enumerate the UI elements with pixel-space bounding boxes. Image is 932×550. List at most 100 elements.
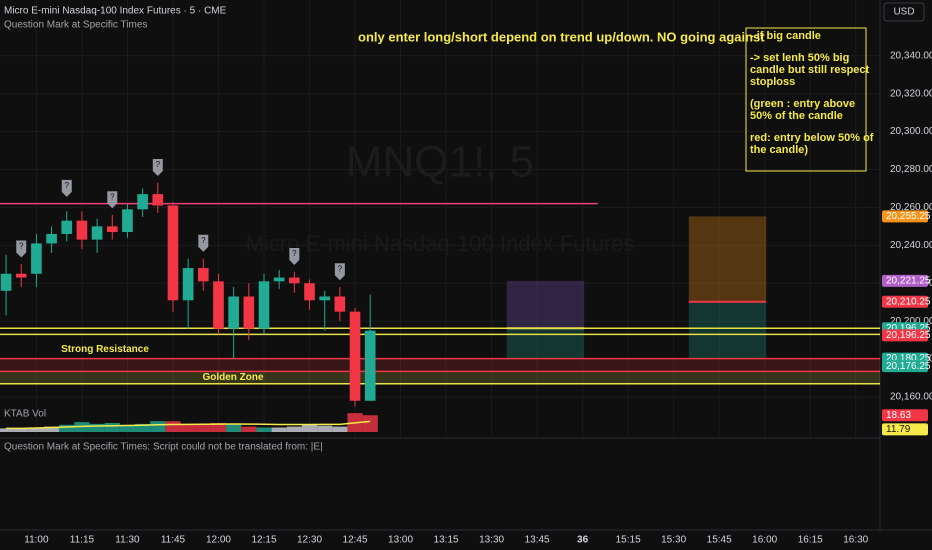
price-tag-label: 20,255.25 <box>886 211 931 222</box>
price-tag-label: 20,196.25 <box>886 323 931 334</box>
volume-bar <box>256 427 272 432</box>
y-tick-label: 20,160.00 <box>890 392 932 403</box>
volume-bar <box>332 426 348 432</box>
volume-bar <box>119 424 136 432</box>
candle-body <box>198 268 209 282</box>
annotation: only enter long/short depend on trend up… <box>358 29 765 44</box>
price-tag-label: 20,180.25 <box>886 353 931 364</box>
note-line: the candle) <box>750 144 808 156</box>
marker-text: ? <box>338 264 343 273</box>
volume-bar <box>44 426 60 432</box>
x-tick-label: 15:15 <box>616 535 641 546</box>
marker-text: ? <box>65 181 70 190</box>
y-tick-label: 20,320.00 <box>890 88 932 99</box>
price-tag <box>882 329 928 342</box>
x-tick-label: 11:15 <box>70 535 95 546</box>
x-tick-label: 12:30 <box>297 535 322 546</box>
x-tick-label: 13:15 <box>434 535 459 546</box>
note-line: red: entry below 50% of <box>750 132 874 144</box>
volume-bar <box>13 428 29 432</box>
price-tag <box>882 274 928 287</box>
marker-text: ? <box>201 236 206 245</box>
candle-body <box>258 281 270 329</box>
volume-ma <box>6 420 371 430</box>
candle-body <box>0 273 12 291</box>
price-tag-label: 18.63 <box>886 410 911 421</box>
x-tick-label: 11:30 <box>115 535 140 546</box>
candle-body <box>304 283 315 301</box>
note-line: 50% of the candle <box>750 110 843 122</box>
position-stop <box>506 328 585 359</box>
price-tag-label: 20,221.25 <box>886 275 931 286</box>
candle-body <box>364 330 376 401</box>
candle-body <box>91 226 103 240</box>
zone <box>0 371 880 384</box>
y-tick-label: 20,280.00 <box>890 164 932 175</box>
candle-body <box>31 243 42 274</box>
candle-body <box>243 296 255 329</box>
x-tick-label: 12:45 <box>343 535 368 546</box>
volume-bar <box>317 425 333 432</box>
volume-bar <box>59 424 75 432</box>
candle-body <box>228 296 239 329</box>
watermark: MNQ1!, 5 <box>346 138 534 187</box>
candle-body <box>152 194 164 206</box>
volume-bar <box>0 428 14 432</box>
candle-body <box>61 220 73 234</box>
price-tag-label: 20,176.25 <box>886 361 931 372</box>
marker-flag <box>16 240 27 258</box>
back-layer <box>0 0 880 438</box>
volume-bar <box>362 415 378 432</box>
zone-label: Strong Resistance <box>61 344 149 355</box>
chart-title: Micro E-mini Nasdaq-100 Index Futures · … <box>4 6 227 17</box>
price-tag-label: 11.79 <box>886 424 911 435</box>
x-tick-label: 16:15 <box>798 535 823 546</box>
zone-label: Golden Zone <box>202 372 264 383</box>
x-tick-label: 36 <box>577 535 589 546</box>
price-tag-label: 20,196.25 <box>886 330 931 341</box>
candle-body <box>167 205 179 301</box>
position-stop <box>688 301 767 359</box>
x-tick-label: 13:30 <box>479 535 504 546</box>
currency[interactable]: USD <box>893 7 914 18</box>
position-target <box>506 280 585 329</box>
marker-flag <box>152 158 163 176</box>
x-tick-label: 11:00 <box>24 535 49 546</box>
volume-bar <box>28 427 44 432</box>
price-tag <box>882 409 928 422</box>
position-target <box>688 216 767 302</box>
marker-text: ? <box>19 242 24 251</box>
x-tick-label: 13:45 <box>525 535 550 546</box>
note-line: -> set lenh 50% big <box>750 52 849 64</box>
note-line: candle but still respect <box>750 64 870 76</box>
marker-flag <box>107 191 118 209</box>
x-tick-label: 12:15 <box>251 535 276 546</box>
volume-bar <box>195 423 211 432</box>
x-tick-label: 15:30 <box>661 535 686 546</box>
volume-bar <box>210 423 227 432</box>
candle-body <box>334 296 346 312</box>
marker-text: ? <box>110 192 115 201</box>
y-tick-label: 20,260.00 <box>890 202 932 213</box>
x-tick-label: 16:30 <box>843 535 868 546</box>
volume-bar <box>301 424 318 432</box>
price-tag <box>882 295 928 308</box>
x-tick-label: 12:00 <box>206 535 231 546</box>
price-tag <box>882 423 928 436</box>
candle-body <box>349 311 361 401</box>
price-tag-label: 20,210.25 <box>886 296 931 307</box>
marker-text: ? <box>156 160 161 169</box>
marker-flag <box>198 234 209 252</box>
candle-body <box>76 220 88 240</box>
volume-bar <box>271 427 287 432</box>
volume-bar <box>241 426 257 432</box>
volume-bar <box>150 421 166 432</box>
x-tick-label: 11:45 <box>161 535 186 546</box>
candle-body <box>213 281 224 329</box>
candle-body <box>319 296 330 301</box>
volume-bar <box>180 423 196 432</box>
note-line: (green : entry above <box>750 98 855 110</box>
currency-button[interactable] <box>883 2 925 22</box>
